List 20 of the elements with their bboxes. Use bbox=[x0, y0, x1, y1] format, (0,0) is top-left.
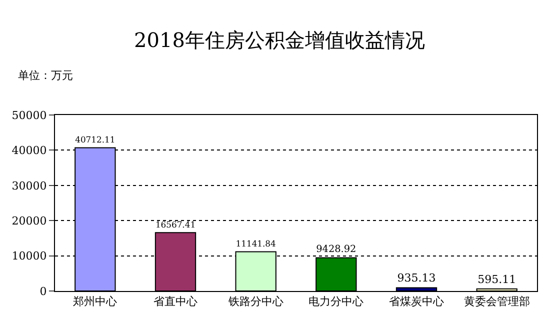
x-tick-label: 电力分中心 bbox=[308, 295, 364, 308]
x-tick-label: 省煤炭中心 bbox=[389, 295, 444, 308]
data-label: 595.11 bbox=[478, 272, 516, 286]
data-label: 16567.41 bbox=[155, 219, 196, 230]
x-tick-label: 黄委会管理部 bbox=[464, 295, 530, 308]
data-label: 9428.92 bbox=[316, 244, 356, 256]
text: 单位：万元 bbox=[18, 69, 73, 82]
y-tick-label: 50000 bbox=[12, 108, 47, 122]
chart-title: 2018年住房公积金增值收益情况 bbox=[134, 28, 425, 52]
data-label: 935.13 bbox=[397, 272, 436, 285]
y-tick-label: 30000 bbox=[12, 179, 47, 192]
data-label: 40712.11 bbox=[75, 134, 116, 144]
data-label: 11141.84 bbox=[236, 238, 276, 248]
x-tick-label: 省直中心 bbox=[154, 295, 198, 308]
y-tick-label: 0 bbox=[40, 284, 47, 298]
y-tick-label: 10000 bbox=[12, 250, 47, 263]
x-tick-label: 铁路分中心 bbox=[227, 295, 284, 308]
x-tick-label: 郑州中心 bbox=[73, 295, 118, 308]
y-tick-label: 40000 bbox=[12, 144, 47, 158]
y-tick-label: 20000 bbox=[12, 214, 47, 228]
